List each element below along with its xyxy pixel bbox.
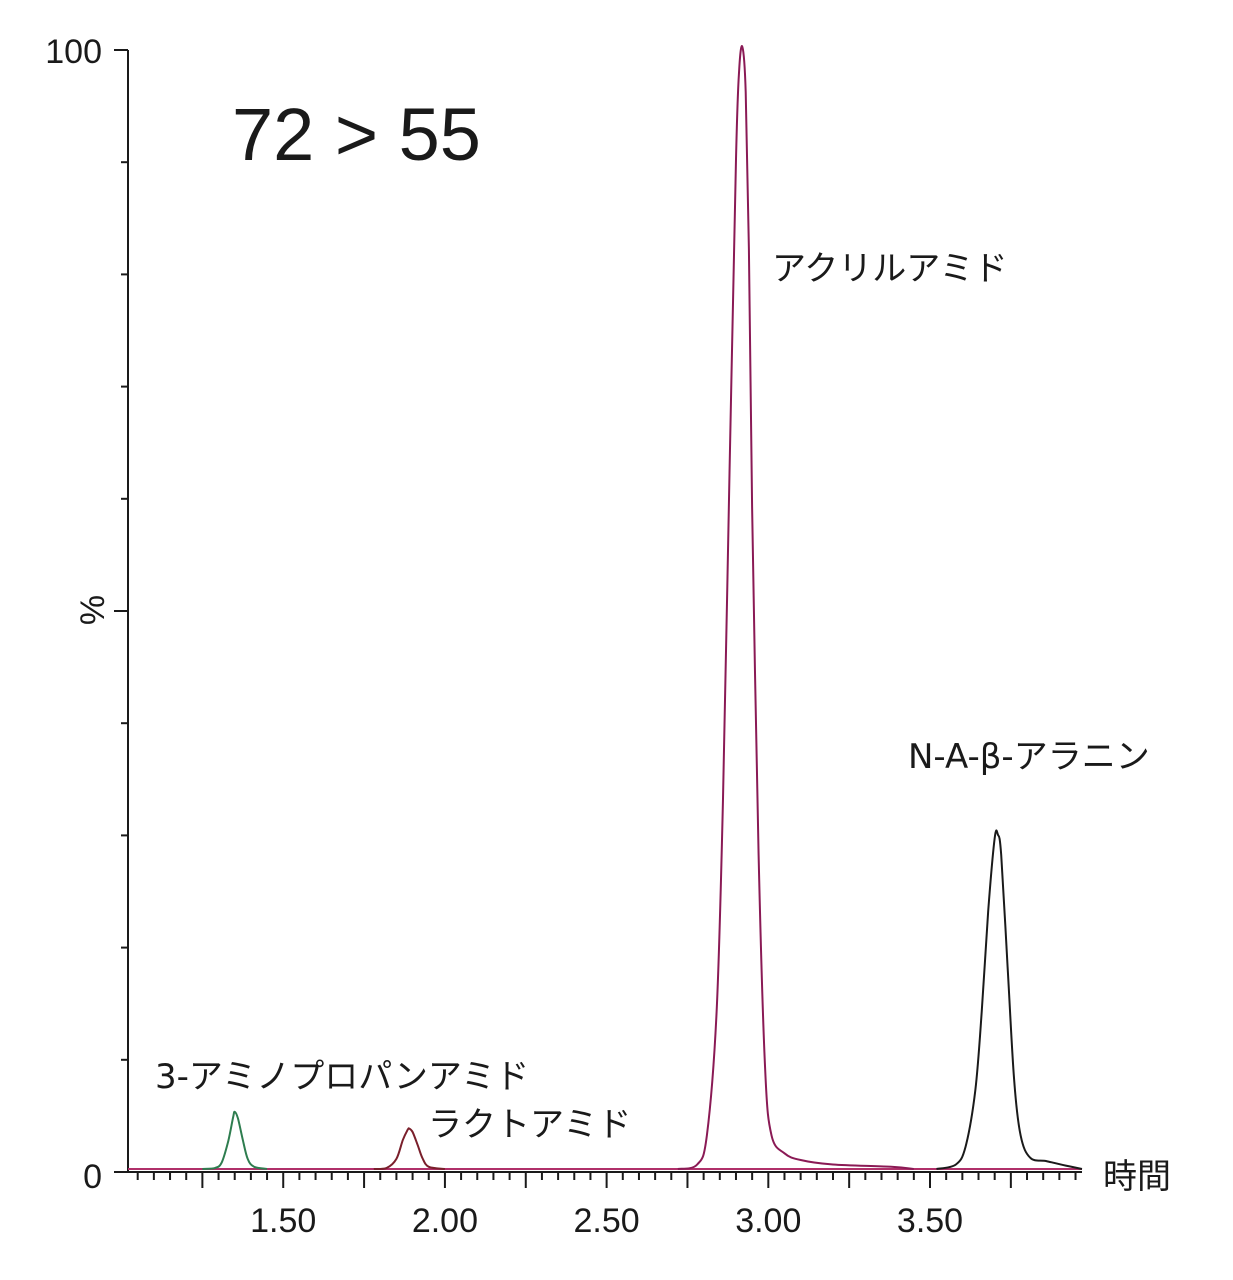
y-tick-label-100: 100 <box>45 33 102 71</box>
x-tick-label: 3.00 <box>735 1202 801 1240</box>
x-tick-label: 1.50 <box>250 1202 316 1240</box>
x-tick-label: 2.50 <box>574 1202 640 1240</box>
x-axis-title: 時間 <box>1103 1158 1171 1196</box>
y-axis-title: % <box>74 595 112 625</box>
trace-series-2 <box>677 45 914 1170</box>
x-ticks <box>136 1172 1077 1188</box>
y-tick-label-0: 0 <box>83 1158 102 1196</box>
y-ticks <box>114 49 128 1173</box>
peak-label-acrylamide: アクリルアミド <box>772 249 1008 289</box>
peak-label-3-aminopropanamide: 3-アミノプロパンアミド <box>155 1057 529 1097</box>
trace-series-1 <box>373 1127 446 1171</box>
trace-series-3 <box>936 829 1083 1170</box>
traces <box>202 45 1083 1171</box>
x-tick-label: 2.00 <box>412 1202 478 1240</box>
trace-series-0 <box>202 1110 268 1170</box>
x-tick-labels: 1.50 2.00 2.50 3.00 3.50 <box>250 1202 963 1240</box>
peak-label-lactamide: ラクトアミド <box>428 1105 631 1145</box>
x-tick-label: 3.50 <box>897 1202 963 1240</box>
chart-title: 72 > 55 <box>232 93 481 176</box>
peak-label-n-acetyl-beta-alanine: N-A-β-アラニン <box>908 737 1150 777</box>
